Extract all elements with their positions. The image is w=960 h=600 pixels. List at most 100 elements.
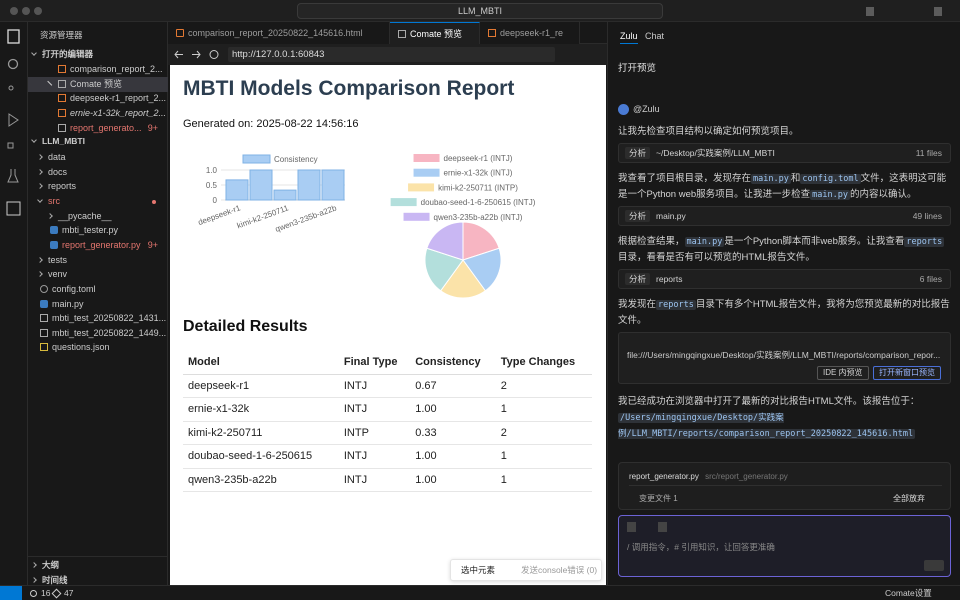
chevron	[31, 577, 37, 583]
explorer-icon[interactable]	[7, 29, 20, 44]
message-text: 我发现在 reports 目录下有多个HTML报告文件，我将为您预览最新的对比报告文…	[618, 297, 951, 329]
search-icon[interactable]	[7, 58, 19, 70]
outline-header[interactable]: 大纲	[31, 559, 59, 571]
extensions-icon[interactable]	[7, 142, 14, 149]
project-header[interactable]: LLM_MBTI	[31, 136, 85, 146]
file-icon	[50, 240, 58, 249]
bar	[297, 169, 321, 201]
text: 目录下有多个HTML报告文件，我将为您预览最新的对比报告文件。	[618, 299, 950, 326]
table-cell: INTJ	[338, 444, 411, 469]
file-name: report_generator.py	[62, 239, 141, 250]
error-count[interactable]: 16	[30, 586, 50, 600]
legend-swatch	[408, 183, 435, 192]
back-button[interactable]	[174, 50, 183, 59]
editor-tab[interactable]: comparison_report_20250822_145616.html	[168, 22, 390, 44]
tool-count: 11 files	[915, 148, 942, 158]
message-text: 我查看了项目根目录，发现存在 main.py 和 config.toml 文件，这表明这…	[618, 171, 951, 203]
preview-button[interactable]: 打开新窗口预览	[873, 366, 941, 380]
folder[interactable]: venv	[28, 267, 168, 282]
inline-code: /Users/mingqingxue/Desktop/实践案例/LLM_MBTI…	[618, 413, 916, 439]
open-editors-header[interactable]: 打开的编辑器	[31, 48, 93, 60]
inline-code: reports	[904, 237, 945, 247]
chat-input[interactable]: / 调用指令，# 引用知识，让回答更准确	[618, 515, 951, 577]
chat-tab-active[interactable]: Zulu	[620, 31, 638, 41]
open-editor[interactable]: comparison_report_2...	[28, 62, 168, 77]
file[interactable]: questions.json	[28, 340, 168, 355]
timeline-header[interactable]: 时间线	[31, 574, 68, 586]
reload-button[interactable]	[209, 50, 219, 59]
results-table: Model Final Type Consistency Type Changes de…	[183, 350, 592, 492]
open-editor[interactable]: deepseek-r1_report_2...	[28, 91, 168, 106]
table-cell: deepseek-r1	[183, 374, 339, 398]
comate-settings[interactable]: Comate设置	[885, 588, 932, 598]
file[interactable]: report_generator.py 9+	[28, 238, 168, 253]
preview-button[interactable]: IDE 内预览	[817, 366, 869, 380]
file[interactable]: mbti_test_20250822_1449...	[28, 326, 168, 341]
folder[interactable]: docs	[28, 165, 168, 180]
forward-button[interactable]	[192, 50, 201, 59]
folder[interactable]: tests	[28, 253, 168, 268]
editor-tab[interactable]: deepseek-r1_re	[480, 22, 580, 44]
text: 让我先检查项目结构以确定如何预览项目。	[618, 126, 799, 137]
comate-icon[interactable]	[6, 201, 21, 216]
file-tree: data docs reports src __pycache__ mbti_tester…	[28, 150, 168, 380]
send-console-errors[interactable]: 发送console错误 (0)	[521, 565, 598, 575]
message-text: 根据检查结果， main.py 是一个Python脚本而非web服务。让我查看 rep…	[618, 234, 951, 266]
y-tick-label: 0.5	[206, 181, 218, 190]
scm-icon[interactable]	[8, 85, 14, 91]
editor-tab-active[interactable]: Comate 预览	[390, 22, 480, 44]
warning-number: 47	[64, 588, 74, 598]
file[interactable]: mbti_tester.py	[28, 223, 168, 238]
folder[interactable]: data	[28, 150, 168, 165]
discard-all[interactable]: 全部放弃	[893, 494, 925, 503]
table-cell: 0.33	[410, 421, 496, 445]
table-cell: 2	[495, 421, 592, 445]
tool-call[interactable]: 分析 ~/Desktop/实践案例/LLM_MBTI 11 files	[618, 143, 951, 163]
file[interactable]: config.toml	[28, 282, 168, 297]
preview-link: file:///Users/mingqingxue/Desktop/实践案例/L…	[627, 350, 941, 360]
editor-name: Comate 预览	[70, 78, 123, 89]
changed-file[interactable]: report_generator.py src/report_generator…	[629, 467, 942, 486]
table-cell: 2	[495, 374, 592, 398]
tool-call[interactable]: 分析 main.py 49 lines	[618, 206, 951, 226]
activity-bar	[0, 22, 28, 585]
folder[interactable]: src	[28, 194, 168, 209]
open-editor[interactable]: report_generato... 9+	[28, 121, 168, 136]
tool-tag: 分析	[625, 147, 651, 159]
select-element[interactable]: 选中元素	[461, 565, 496, 575]
url-field[interactable]: http://127.0.0.1:60843	[228, 47, 555, 62]
input-placeholder: / 调用指令，# 引用知识，让回答更准确	[627, 542, 775, 552]
chat-tab[interactable]: Chat	[645, 31, 665, 41]
window-controls[interactable]	[10, 7, 18, 15]
message-text: 让我先检查项目结构以确定如何预览项目。	[618, 124, 951, 140]
sidebar: 资源管理器 打开的编辑器 comparison_report_2... Comat…	[28, 22, 168, 585]
open-editor[interactable]: ernie-x1-32k_report_2...	[28, 106, 168, 121]
bar	[225, 179, 249, 201]
layout-controls[interactable]	[866, 7, 942, 16]
file-name: mbti_test_20250822_1431...	[52, 313, 167, 324]
run-icon[interactable]	[8, 113, 19, 127]
file[interactable]: mbti_test_20250822_1431...	[28, 311, 168, 326]
folder[interactable]: reports	[28, 179, 168, 194]
file-name: venv	[48, 269, 68, 280]
tool-tag: 分析	[625, 273, 651, 285]
preview-toolbar: 选中元素 发送console错误 (0)	[450, 559, 602, 581]
table-cell: 1.00	[410, 397, 496, 422]
table-cell: 1	[495, 468, 592, 492]
folder[interactable]: __pycache__	[28, 209, 168, 224]
file-icon	[40, 343, 48, 352]
table-cell: INTJ	[338, 468, 411, 492]
tool-call[interactable]: 分析 reports 6 files	[618, 269, 951, 289]
text: 我已经成功在浏览器中打开了最新的对比报告HTML文件。该报告位于：	[618, 396, 920, 407]
input-tools[interactable]	[627, 522, 667, 532]
open-editor-active[interactable]: Comate 预览	[28, 76, 168, 92]
remote-indicator[interactable]	[0, 586, 22, 600]
problem-badge: 9+	[147, 122, 158, 133]
table-cell: ernie-x1-32k	[183, 397, 339, 422]
warning-count[interactable]: 47	[51, 586, 74, 600]
test-icon[interactable]	[7, 169, 19, 183]
editor-name: report_generato...	[70, 122, 142, 133]
file[interactable]: main.py	[28, 297, 168, 312]
command-center[interactable]: LLM_MBTI	[297, 3, 663, 19]
send-button[interactable]	[924, 560, 944, 571]
